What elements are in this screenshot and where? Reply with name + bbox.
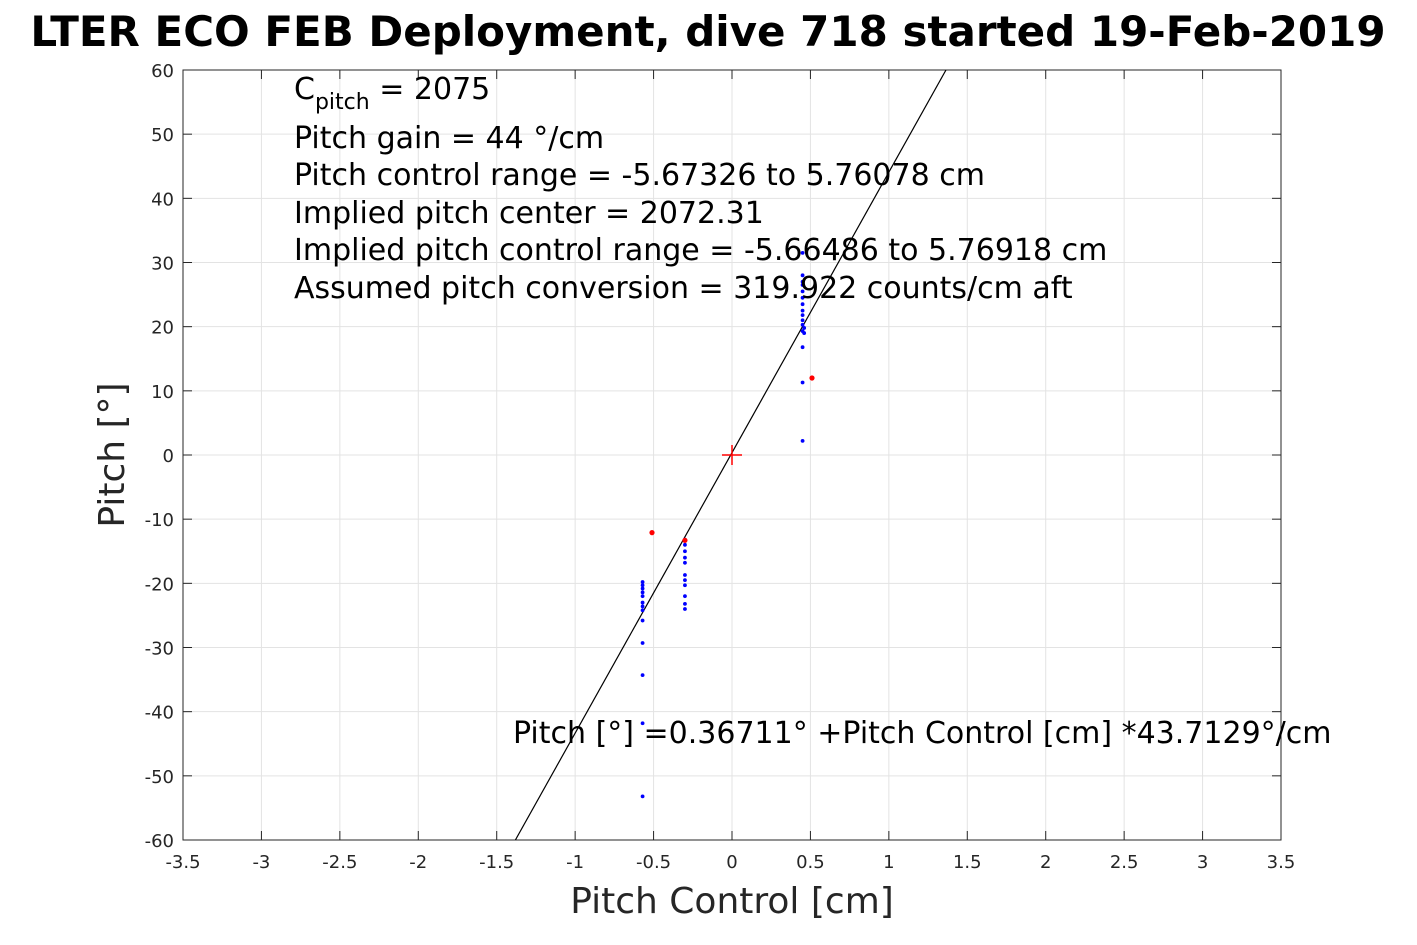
data-point [800, 313, 805, 318]
data-point [683, 573, 687, 577]
data-point [683, 607, 687, 611]
data-point [682, 537, 688, 543]
x-tick-label: -2 [409, 852, 427, 873]
grid [182, 69, 1282, 841]
data-point [683, 549, 687, 554]
y-tick-label: 40 [151, 189, 174, 210]
y-tick-label: 50 [151, 125, 174, 146]
data-point [683, 583, 687, 588]
annotation-cpitch: Cpitch = 2075 [294, 72, 490, 115]
data-point [683, 601, 687, 606]
data-point [640, 673, 645, 677]
annotation-pitch-control-range: Pitch control range = -5.67326 to 5.7607… [294, 158, 985, 193]
annotation-pitch-gain: Pitch gain = 44 °/cm [294, 121, 604, 156]
data-point [800, 302, 805, 307]
data-point [800, 279, 805, 284]
x-tick-label: 2 [1040, 852, 1051, 873]
data-point [800, 273, 805, 278]
x-tick-label: -1 [566, 852, 584, 873]
x-tick-label: -0.5 [636, 852, 671, 873]
data-points [640, 250, 815, 799]
x-tick-label: -1.5 [479, 852, 514, 873]
data-point [800, 345, 805, 350]
data-point [640, 794, 645, 799]
y-axis-ticks: -60 -50 -40 -30 -20 -10 0 10 20 30 40 50 60 [145, 61, 1281, 852]
x-tick-label: 2.5 [1110, 852, 1139, 873]
x-tick-label: -3 [252, 852, 270, 873]
y-axis-label: Pitch [°] [92, 382, 133, 527]
x-tick-label: -3.5 [165, 852, 200, 873]
annotation-implied-pitch-control-range: Implied pitch control range = -5.66486 t… [294, 233, 1107, 268]
data-point [640, 721, 645, 726]
data-point [640, 583, 645, 588]
data-point [640, 618, 645, 623]
data-point [640, 580, 645, 584]
data-point [683, 594, 687, 599]
data-point [802, 326, 807, 330]
data-point [800, 283, 805, 287]
data-point [640, 600, 645, 605]
annotation-assumed-pitch-conversion: Assumed pitch conversion = 319.922 count… [294, 271, 1073, 306]
x-tick-label: -2.5 [322, 852, 357, 873]
y-tick-label: -50 [145, 767, 174, 788]
y-tick-label: 0 [163, 446, 174, 467]
y-tick-label: -30 [145, 639, 174, 660]
data-point [640, 604, 645, 609]
y-tick-label: -40 [145, 703, 174, 724]
data-point [800, 318, 805, 323]
y-tick-label: 10 [151, 382, 174, 403]
data-point [809, 375, 815, 381]
x-tick-label: 3.5 [1267, 852, 1296, 873]
data-point [683, 555, 687, 560]
data-point [683, 560, 687, 565]
data-point [640, 586, 645, 591]
x-axis-ticks: -3.5 -3 -2.5 -2 -1.5 -1 -0.5 0 0.5 1 1.5 2 2.5 3 3.5 [165, 70, 1295, 873]
annotation-fit-equation: Pitch [°] =0.36711° +Pitch Control [cm] … [513, 716, 1331, 751]
y-tick-label: -60 [145, 831, 174, 852]
data-point [800, 438, 805, 443]
y-tick-label: 60 [151, 61, 174, 82]
x-axis-label: Pitch Control [cm] [570, 881, 894, 922]
x-tick-label: 1 [883, 852, 894, 873]
data-point [800, 308, 805, 313]
y-tick-label: -20 [145, 574, 174, 595]
data-point [800, 250, 805, 255]
y-tick-label: 30 [151, 254, 174, 275]
data-point [800, 380, 805, 385]
x-tick-label: 0 [726, 852, 737, 873]
data-point [683, 578, 687, 583]
data-point [640, 594, 645, 599]
data-point [800, 289, 805, 294]
x-tick-label: 0.5 [796, 852, 825, 873]
data-point [640, 608, 645, 613]
data-point [640, 590, 645, 595]
annotation-implied-pitch-center: Implied pitch center = 2072.31 [294, 196, 764, 231]
chart-title: LTER ECO FEB Deployment, dive 718 starte… [30, 7, 1385, 56]
x-tick-label: 1.5 [953, 852, 982, 873]
data-point [640, 641, 645, 645]
data-point [802, 331, 807, 335]
y-tick-label: 20 [151, 318, 174, 339]
center-marker [722, 445, 742, 465]
data-point [649, 530, 655, 536]
y-tick-label: -10 [145, 510, 174, 531]
x-tick-label: 3 [1197, 852, 1208, 873]
data-point [800, 295, 805, 300]
data-point [683, 542, 687, 547]
data-point [800, 322, 805, 327]
